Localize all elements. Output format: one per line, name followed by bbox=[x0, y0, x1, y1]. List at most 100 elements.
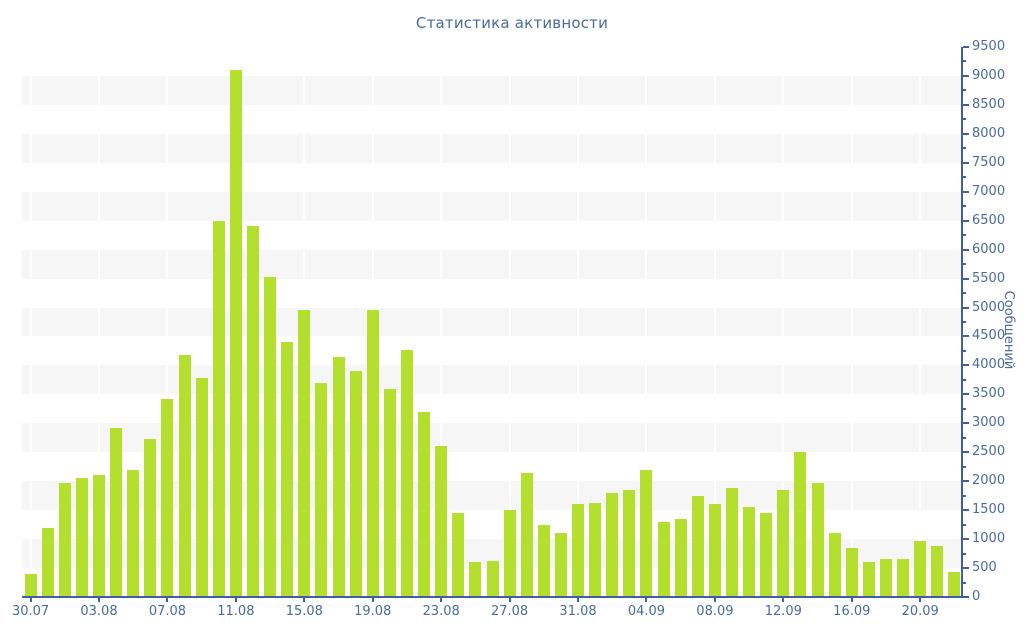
bar bbox=[537, 524, 550, 597]
y-tick-major bbox=[963, 306, 969, 309]
y-tick-minor bbox=[963, 581, 966, 584]
y-tick-label: 9500 bbox=[972, 39, 1006, 54]
x-tick-label: 04.09 bbox=[627, 604, 666, 619]
bar bbox=[315, 382, 328, 597]
bar bbox=[178, 355, 191, 597]
bar bbox=[58, 482, 71, 597]
y-tick-label: 500 bbox=[972, 560, 997, 576]
y-axis-title: Сообщений bbox=[1001, 290, 1016, 370]
grid-vline bbox=[850, 47, 853, 597]
bar bbox=[726, 488, 739, 597]
x-tick bbox=[645, 598, 648, 602]
y-tick-minor bbox=[963, 552, 966, 555]
grid-vline bbox=[97, 47, 100, 597]
y-axis-line bbox=[961, 47, 963, 598]
y-tick-minor bbox=[963, 263, 966, 266]
bar bbox=[435, 446, 448, 597]
grid-vline bbox=[919, 47, 922, 597]
y-tick-minor bbox=[963, 321, 966, 323]
bar bbox=[880, 559, 892, 597]
x-tick bbox=[234, 598, 237, 602]
bar bbox=[127, 469, 140, 597]
y-tick-minor bbox=[963, 494, 966, 497]
y-tick-label: 3000 bbox=[972, 415, 1006, 431]
gridline-band bbox=[22, 249, 963, 279]
bar bbox=[589, 502, 602, 597]
bar bbox=[811, 482, 824, 597]
y-tick-minor bbox=[963, 89, 966, 92]
bar bbox=[298, 310, 311, 597]
y-tick-minor bbox=[963, 349, 966, 352]
x-tick bbox=[713, 598, 716, 602]
bar bbox=[897, 559, 910, 597]
x-tick-label: 20.09 bbox=[901, 604, 939, 619]
bar bbox=[24, 573, 37, 597]
y-tick-major bbox=[963, 567, 969, 570]
bar bbox=[110, 427, 123, 597]
y-tick-minor bbox=[963, 118, 966, 121]
bar bbox=[691, 495, 704, 597]
x-tick bbox=[919, 598, 922, 602]
x-tick bbox=[577, 598, 580, 602]
bar bbox=[383, 388, 396, 597]
bar bbox=[777, 489, 790, 597]
y-tick-major bbox=[963, 46, 969, 48]
bar bbox=[418, 411, 431, 597]
y-tick-major bbox=[963, 422, 969, 425]
x-tick-label: 16.09 bbox=[833, 604, 871, 619]
bar bbox=[486, 560, 499, 597]
bar bbox=[452, 513, 465, 597]
gridline-band bbox=[22, 191, 963, 221]
grid-vline bbox=[508, 47, 511, 597]
bar bbox=[554, 533, 567, 597]
y-tick-label: 1000 bbox=[972, 531, 1006, 547]
bar bbox=[400, 349, 413, 597]
x-tick-label: 15.08 bbox=[285, 604, 323, 619]
y-tick-major bbox=[963, 596, 969, 598]
y-tick-minor bbox=[963, 60, 966, 63]
y-tick-label: 4000 bbox=[972, 357, 1006, 373]
y-tick-label: 2500 bbox=[972, 444, 1006, 460]
x-tick bbox=[371, 598, 374, 602]
bar bbox=[914, 540, 927, 597]
x-tick bbox=[97, 598, 100, 602]
bar bbox=[708, 504, 721, 597]
y-tick-major bbox=[963, 277, 969, 280]
x-tick-label: 19.08 bbox=[354, 604, 392, 619]
grid-vline bbox=[713, 47, 716, 597]
y-tick-label: 6500 bbox=[972, 212, 1006, 228]
x-tick bbox=[440, 598, 443, 602]
grid-vline bbox=[440, 47, 443, 597]
grid-vline bbox=[782, 47, 785, 597]
bar bbox=[657, 521, 670, 597]
bar bbox=[828, 533, 841, 597]
y-tick-major bbox=[963, 480, 969, 483]
y-tick-major bbox=[963, 248, 969, 251]
y-tick-label: 8500 bbox=[972, 96, 1006, 112]
y-tick-major bbox=[963, 451, 969, 454]
y-tick-minor bbox=[963, 465, 966, 468]
y-tick-major bbox=[963, 509, 969, 512]
x-axis-line bbox=[22, 596, 965, 598]
y-tick-label: 0 bbox=[972, 589, 981, 604]
y-tick-label: 7500 bbox=[972, 154, 1006, 170]
bar bbox=[161, 398, 174, 597]
x-tick-label: 12.09 bbox=[764, 604, 802, 619]
y-tick-major bbox=[963, 393, 969, 396]
y-tick-major bbox=[963, 103, 969, 106]
x-tick bbox=[850, 598, 853, 602]
bar bbox=[948, 572, 961, 597]
y-tick-minor bbox=[963, 407, 966, 410]
y-tick-label: 9000 bbox=[972, 67, 1006, 83]
y-tick-major bbox=[963, 190, 969, 193]
y-tick-minor bbox=[963, 176, 966, 179]
y-tick-major bbox=[963, 538, 969, 541]
bar bbox=[246, 226, 259, 597]
y-tick-label: 6000 bbox=[972, 241, 1006, 257]
y-tick-major bbox=[963, 219, 969, 222]
bar bbox=[520, 472, 533, 597]
grid-vline bbox=[166, 47, 169, 597]
y-tick-major bbox=[963, 161, 969, 164]
x-tick bbox=[303, 598, 306, 602]
